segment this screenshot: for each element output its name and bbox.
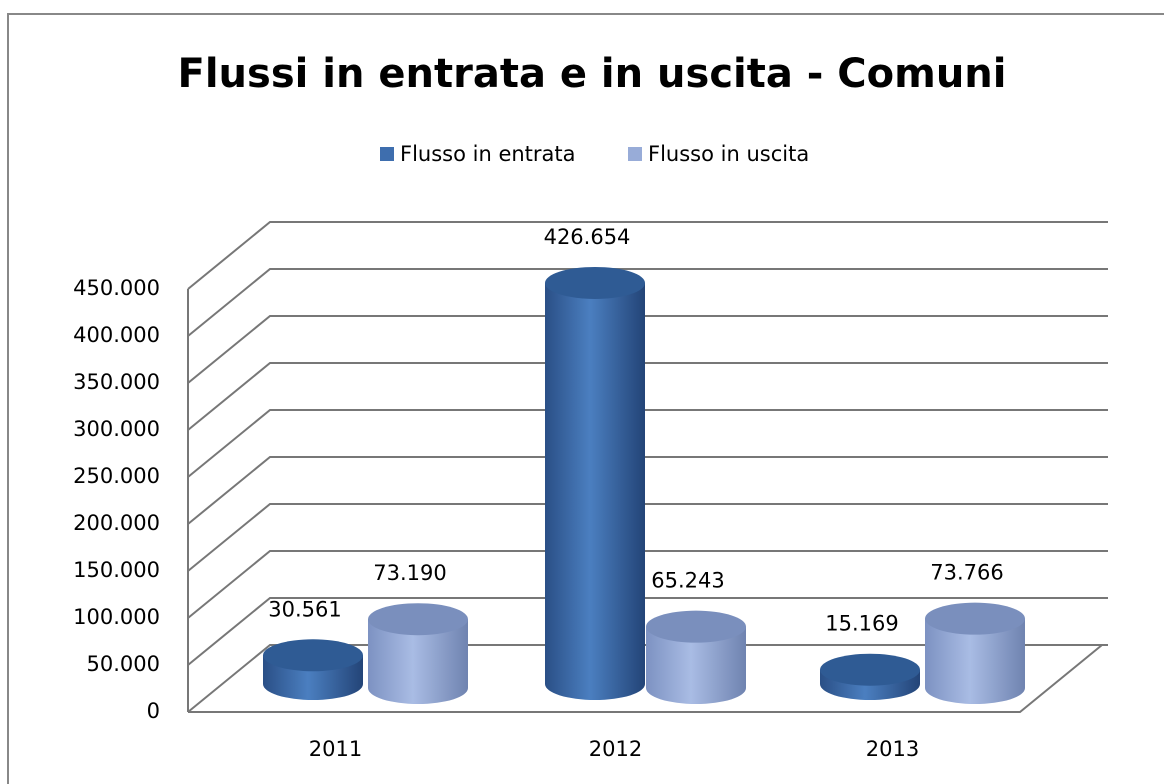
y-tick-label: 0 (147, 699, 160, 723)
y-tick-label: 400.000 (73, 323, 160, 347)
y-tick-label: 200.000 (73, 511, 160, 535)
y-tick-label: 350.000 (73, 370, 160, 394)
x-tick-label: 2011 (309, 737, 362, 761)
bar (646, 626, 746, 704)
legend-swatch (380, 147, 394, 161)
y-tick-label: 450.000 (73, 276, 160, 300)
data-label: 15.169 (825, 612, 898, 636)
grid-line (187, 268, 1108, 337)
grid-line (187, 644, 1108, 713)
y-tick-label: 300.000 (73, 417, 160, 441)
y-tick-label: 50.000 (87, 652, 160, 676)
legend-label: Flusso in entrata (400, 142, 576, 166)
data-label: 65.243 (651, 569, 724, 593)
y-tick-label: 100.000 (73, 605, 160, 629)
grid-line (187, 456, 1108, 525)
grid-line (187, 503, 1108, 572)
bar-top (263, 639, 363, 672)
bar-top (646, 610, 746, 643)
floor (188, 644, 1103, 713)
x-tick-label: 2013 (866, 737, 919, 761)
legend-swatch (628, 147, 642, 161)
grid-line (187, 550, 1108, 619)
data-label: 30.561 (268, 597, 341, 621)
bar (545, 282, 645, 700)
y-tick-label: 150.000 (73, 558, 160, 582)
grid-line (187, 409, 1108, 478)
grid-line (187, 362, 1108, 431)
data-label: 426.654 (544, 225, 631, 249)
y-tick-label: 250.000 (73, 464, 160, 488)
bar (925, 618, 1025, 704)
bar-top (820, 653, 920, 686)
grid-line (187, 221, 1108, 290)
grid-line (187, 315, 1108, 384)
chart-title: Flussi in entrata e in uscita - Comuni (178, 51, 1007, 97)
bar-top (368, 603, 468, 636)
x-tick-label: 2012 (589, 737, 642, 761)
data-label: 73.190 (373, 561, 446, 585)
bar (368, 619, 468, 704)
data-label: 73.766 (930, 561, 1003, 585)
bar-top (545, 266, 645, 299)
grid-line (187, 597, 1108, 666)
legend-label: Flusso in uscita (648, 142, 809, 166)
bar-top (925, 602, 1025, 635)
